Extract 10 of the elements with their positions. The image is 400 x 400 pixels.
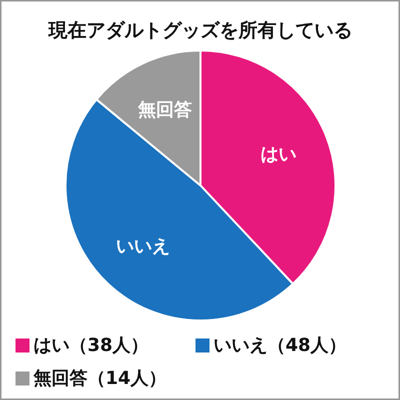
data-label: （48人） [268, 335, 347, 356]
chart-title: 現在アダルトグッズを所有している [48, 20, 352, 42]
data-label: （38人） [70, 335, 149, 356]
data-label: （14人） [88, 368, 167, 389]
slice-label: いいえ [116, 236, 170, 258]
legend-label: いいえ [214, 335, 268, 356]
legend-label: はい [34, 335, 70, 356]
slice-label: はい [260, 144, 296, 166]
legend-label: 無回答 [32, 368, 88, 389]
slice-label: 無回答 [136, 99, 192, 120]
